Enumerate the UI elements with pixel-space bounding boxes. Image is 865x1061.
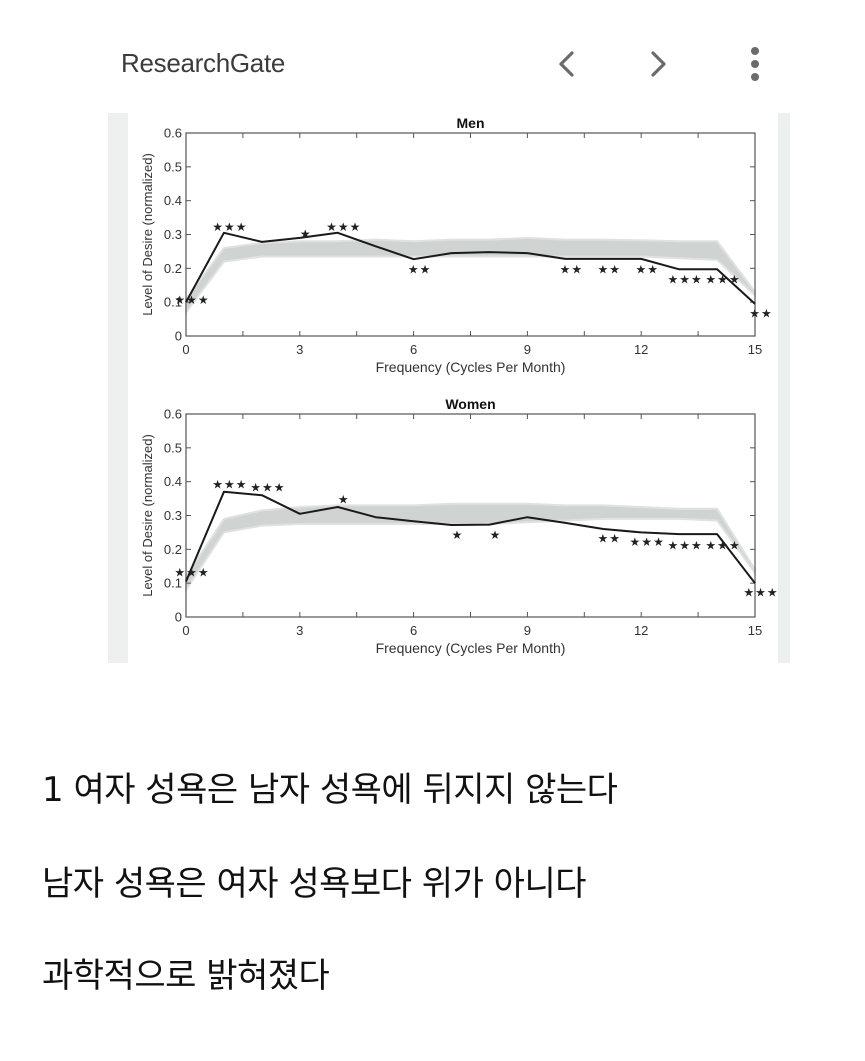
significance-marker: ★★★ [705, 538, 740, 552]
x-tick-label: 3 [296, 342, 303, 357]
x-tick-label: 9 [524, 342, 531, 357]
x-tick-label: 9 [524, 623, 531, 638]
figure-svg: Men 0 3 6 9 12 15 0 0.1 0.2 0.3 0.4 0.5 0.6 Frequency … [108, 113, 790, 663]
significance-marker: ★★ [598, 262, 622, 276]
next-button[interactable] [639, 40, 679, 88]
x-tick-label: 3 [296, 623, 303, 638]
x-axis-label: Frequency (Cycles Per Month) [376, 359, 566, 375]
significance-marker: ★★★ [705, 272, 740, 286]
x-tick-label: 6 [410, 623, 417, 638]
significance-marker: ★ [490, 528, 502, 542]
significance-marker: ★ [338, 493, 350, 507]
more-vertical-icon [751, 47, 759, 81]
y-tick-label: 0.6 [164, 407, 182, 422]
y-tick-label: 0.2 [164, 542, 182, 557]
panel-edge-left [108, 113, 128, 663]
significance-marker: ★ [452, 528, 464, 542]
significance-marker: ★★ [598, 531, 622, 545]
x-axis-label: Frequency (Cycles Per Month) [376, 640, 566, 656]
x-tick-label: 12 [634, 342, 648, 357]
significance-marker: ★★★ [212, 220, 247, 234]
y-tick-label: 0.6 [164, 126, 182, 141]
y-tick-label: 0.2 [164, 261, 182, 276]
significance-marker: ★★★ [667, 538, 702, 552]
chevron-right-icon [651, 51, 666, 77]
previous-button[interactable] [546, 40, 586, 88]
axes-box [185, 132, 756, 337]
y-axis-label: Level of Desire (normalized) [140, 153, 155, 316]
significance-marker: ★★★ [743, 586, 778, 600]
y-tick-label: 0 [175, 610, 182, 625]
y-tick-label: 0 [175, 329, 182, 344]
y-tick-label: 0.5 [164, 159, 182, 174]
observed-line [185, 231, 756, 305]
caption-line-3: 과학적으로 밝혀졌다 [42, 956, 330, 996]
y-tick-label: 0.3 [164, 227, 182, 242]
chart-women: Women 0 3 6 9 12 15 0 0.1 0.2 0.3 0.4 0.5 0.6 Frequenc… [140, 396, 778, 656]
chart-men: Men 0 3 6 9 12 15 0 0.1 0.2 0.3 0.4 0.5 0.6 Frequency … [140, 115, 773, 375]
caption-line-1: 1 여자 성욕은 남자 성욕에 뒤지지 않는다 [42, 770, 618, 810]
y-tick-label: 0.4 [164, 474, 182, 489]
more-options-button[interactable] [735, 40, 775, 88]
significance-marker: ★★ [408, 262, 432, 276]
x-tick-label: 0 [182, 342, 189, 357]
chart-title: Men [457, 115, 485, 131]
y-tick-label: 0.3 [164, 508, 182, 523]
source-title: ResearchGate [121, 48, 286, 78]
significance-marker: ★ [300, 227, 312, 241]
significance-marker: ★★★ [326, 220, 361, 234]
x-tick-label: 0 [182, 623, 189, 638]
chart-title: Women [445, 396, 495, 412]
y-tick-label: 0.1 [164, 576, 182, 591]
significance-marker: ★★★ [174, 293, 209, 307]
x-tick-label: 15 [748, 623, 762, 638]
significance-marker: ★★★ [250, 481, 285, 495]
y-tick-label: 0.1 [164, 295, 182, 310]
significance-marker: ★★★ [212, 477, 247, 491]
top-bar: ResearchGate [0, 0, 865, 110]
y-tick-label: 0.5 [164, 440, 182, 455]
significance-marker: ★★ [749, 306, 773, 320]
observed-line [185, 490, 756, 584]
x-tick-label: 15 [748, 342, 762, 357]
y-axis-label: Level of Desire (normalized) [140, 434, 155, 597]
significance-marker: ★★★ [667, 272, 702, 286]
significance-marker: ★★★ [630, 535, 665, 549]
x-tick-label: 12 [634, 623, 648, 638]
chevron-left-icon [559, 51, 574, 77]
significance-marker: ★★ [560, 262, 584, 276]
caption-line-2: 남자 성욕은 여자 성욕보다 위가 아니다 [42, 864, 587, 904]
significance-marker: ★★ [635, 262, 659, 276]
panel-edge-right [778, 113, 790, 663]
x-tick-label: 6 [410, 342, 417, 357]
figure-image[interactable]: Men 0 3 6 9 12 15 0 0.1 0.2 0.3 0.4 0.5 0.6 Frequency … [108, 113, 790, 663]
y-tick-label: 0.4 [164, 193, 182, 208]
significance-marker: ★★★ [174, 565, 209, 579]
